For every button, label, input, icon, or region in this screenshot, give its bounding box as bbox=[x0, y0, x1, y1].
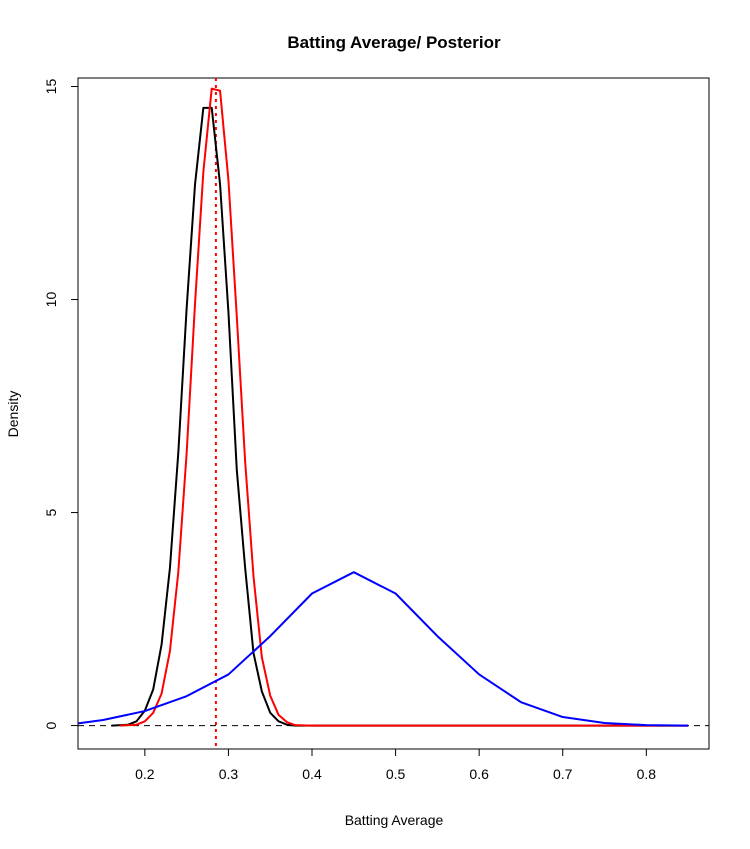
x-tick-label: 0.3 bbox=[219, 766, 239, 782]
series-line-3 bbox=[78, 571, 689, 727]
y-tick-label: 5 bbox=[43, 508, 59, 516]
x-tick-label: 0.4 bbox=[302, 766, 322, 782]
plot-area bbox=[77, 77, 710, 750]
y-axis: 0 5 10 15 bbox=[43, 79, 79, 729]
x-tick-label: 0.6 bbox=[469, 766, 489, 782]
y-tick-label: 10 bbox=[43, 292, 59, 308]
x-axis: 0.2 0.3 0.4 0.5 0.6 0.7 0.8 bbox=[135, 748, 657, 782]
x-tick-label: 0.8 bbox=[637, 766, 657, 782]
x-tick-label: 0.2 bbox=[135, 766, 155, 782]
x-axis-label: Batting Average bbox=[345, 812, 444, 828]
chart-title: Batting Average/ Posterior bbox=[287, 33, 501, 52]
series-line-2 bbox=[119, 87, 689, 727]
series-line-1 bbox=[111, 106, 689, 727]
y-tick-label: 15 bbox=[43, 79, 59, 95]
x-tick-label: 0.7 bbox=[553, 766, 573, 782]
x-tick-label: 0.5 bbox=[386, 766, 406, 782]
plot-frame bbox=[77, 77, 710, 750]
data-layer bbox=[78, 78, 709, 749]
y-tick-label: 0 bbox=[43, 721, 59, 729]
y-axis-label: Density bbox=[5, 391, 21, 438]
